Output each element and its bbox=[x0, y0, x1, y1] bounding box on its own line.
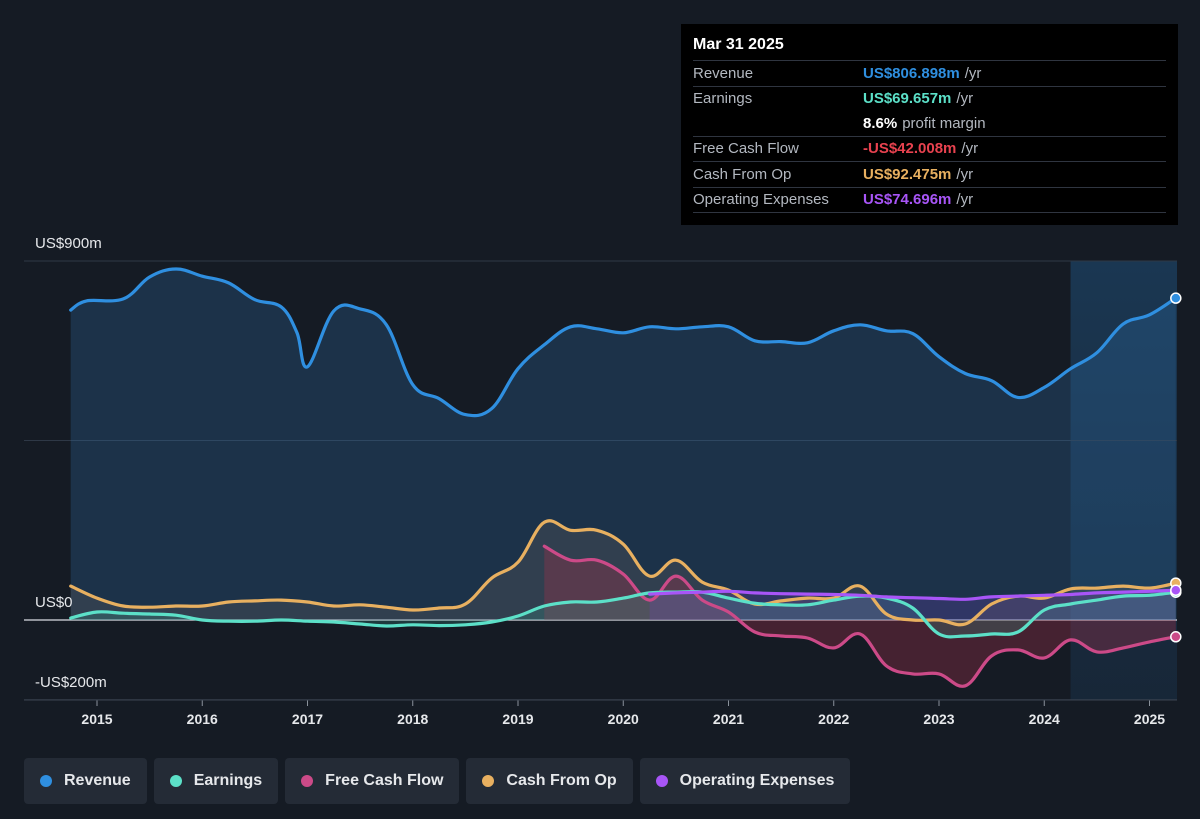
forecast-region bbox=[1070, 261, 1177, 700]
series-area-revenue bbox=[70, 268, 1176, 620]
tooltip-value: US$74.696m bbox=[863, 191, 952, 209]
tooltip-unit: /yr bbox=[961, 140, 979, 158]
x-tick-label: 2025 bbox=[1134, 711, 1165, 727]
tooltip-value: US$806.898m bbox=[863, 64, 960, 82]
x-tick-label: 2018 bbox=[397, 711, 428, 727]
tooltip: Mar 31 2025 Revenue US$806.898m/yr Earning… bbox=[681, 24, 1178, 225]
legend-label: Free Cash Flow bbox=[325, 772, 444, 789]
x-tick-label: 2021 bbox=[713, 711, 744, 727]
tooltip-row: Operating Expenses US$74.696m/yr bbox=[693, 186, 1166, 213]
tooltip-value: US$69.657m bbox=[863, 90, 952, 108]
tooltip-unit: /yr bbox=[956, 90, 974, 108]
x-tick-label: 2024 bbox=[1029, 711, 1060, 727]
legend-label: Cash From Op bbox=[506, 772, 617, 789]
legend-item-revenue[interactable]: Revenue bbox=[24, 758, 147, 804]
tooltip-unit: /yr bbox=[964, 64, 982, 82]
x-tick-label: 2015 bbox=[81, 711, 112, 727]
legend: Revenue Earnings Free Cash Flow Cash From O… bbox=[24, 758, 851, 804]
series-line-free-cash-flow bbox=[542, 544, 1178, 688]
tooltip-unit: profit margin bbox=[902, 114, 986, 132]
series-line-earnings bbox=[69, 589, 1178, 639]
tooltip-label: Free Cash Flow bbox=[693, 140, 799, 158]
series-end-point-free-cash-flow bbox=[1170, 631, 1182, 643]
series-line-revenue bbox=[69, 267, 1178, 418]
series-area-free-cash-flow bbox=[544, 546, 1176, 687]
legend-dot-icon bbox=[40, 775, 52, 787]
tooltip-row: Earnings US$69.657m/yr bbox=[693, 85, 1166, 112]
tooltip-row: Revenue US$806.898m/yr bbox=[693, 60, 1166, 86]
legend-label: Operating Expenses bbox=[679, 772, 835, 789]
legend-item-cash-from-op[interactable]: Cash From Op bbox=[466, 758, 633, 804]
x-tick-label: 2022 bbox=[818, 711, 849, 727]
tooltip-row: 8.6% profit margin bbox=[693, 111, 1166, 136]
series-line-operating-expenses bbox=[648, 588, 1178, 601]
y-tick-label: -US$200m bbox=[35, 674, 107, 691]
legend-item-operating-expenses[interactable]: Operating Expenses bbox=[639, 758, 851, 804]
x-tick-label: 2023 bbox=[923, 711, 954, 727]
legend-label: Revenue bbox=[64, 772, 131, 789]
tooltip-label: Revenue bbox=[693, 64, 754, 82]
x-tick-label: 2019 bbox=[502, 711, 533, 727]
series-line-cash-from-op bbox=[69, 519, 1178, 627]
tooltip-unit: /yr bbox=[956, 191, 974, 209]
legend-item-free-cash-flow[interactable]: Free Cash Flow bbox=[285, 758, 460, 804]
tooltip-unit: /yr bbox=[956, 165, 974, 183]
tooltip-label: Operating Expenses bbox=[693, 191, 829, 209]
tooltip-label: Earnings bbox=[693, 90, 753, 108]
tooltip-value: US$92.475m bbox=[863, 165, 952, 183]
legend-dot-icon bbox=[169, 775, 182, 787]
tooltip-divider bbox=[693, 212, 1166, 213]
legend-label: Earnings bbox=[193, 772, 263, 789]
tooltip-date: Mar 31 2025 bbox=[693, 36, 784, 53]
legend-dot-icon bbox=[482, 775, 495, 787]
x-tick-label: 2016 bbox=[187, 711, 218, 727]
legend-item-earnings[interactable]: Earnings bbox=[153, 758, 279, 804]
series-end-point-revenue bbox=[1170, 292, 1182, 304]
x-tick-label: 2017 bbox=[292, 711, 323, 727]
legend-dot-icon bbox=[301, 775, 314, 787]
y-tick-label: US$900m bbox=[35, 235, 102, 252]
legend-dot-icon bbox=[655, 775, 668, 787]
tooltip-row: Cash From Op US$92.475m/yr bbox=[693, 161, 1166, 187]
y-tick-label: US$0 bbox=[35, 594, 73, 611]
x-tick-label: 2020 bbox=[608, 711, 639, 727]
tooltip-value: 8.6% bbox=[863, 114, 898, 132]
tooltip-value: -US$42.008m bbox=[863, 140, 957, 158]
tooltip-label: Cash From Op bbox=[693, 165, 792, 183]
series-end-point-operating-expenses bbox=[1170, 584, 1182, 596]
tooltip-row: Free Cash Flow -US$42.008m/yr bbox=[693, 135, 1166, 162]
